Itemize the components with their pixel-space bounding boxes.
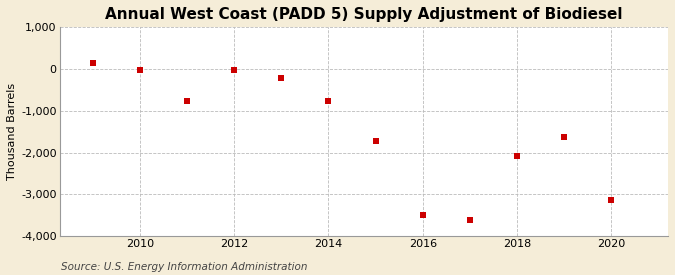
Text: Source: U.S. Energy Information Administration: Source: U.S. Energy Information Administ… xyxy=(61,262,307,272)
Point xyxy=(229,68,240,73)
Point xyxy=(370,139,381,143)
Point xyxy=(606,197,617,202)
Point xyxy=(417,213,428,217)
Point xyxy=(182,98,192,103)
Title: Annual West Coast (PADD 5) Supply Adjustment of Biodiesel: Annual West Coast (PADD 5) Supply Adjust… xyxy=(105,7,622,22)
Point xyxy=(87,60,98,65)
Y-axis label: Thousand Barrels: Thousand Barrels xyxy=(7,83,17,180)
Point xyxy=(512,154,522,158)
Point xyxy=(559,134,570,139)
Point xyxy=(323,98,334,103)
Point xyxy=(276,76,287,80)
Point xyxy=(134,68,145,73)
Point xyxy=(464,218,475,222)
